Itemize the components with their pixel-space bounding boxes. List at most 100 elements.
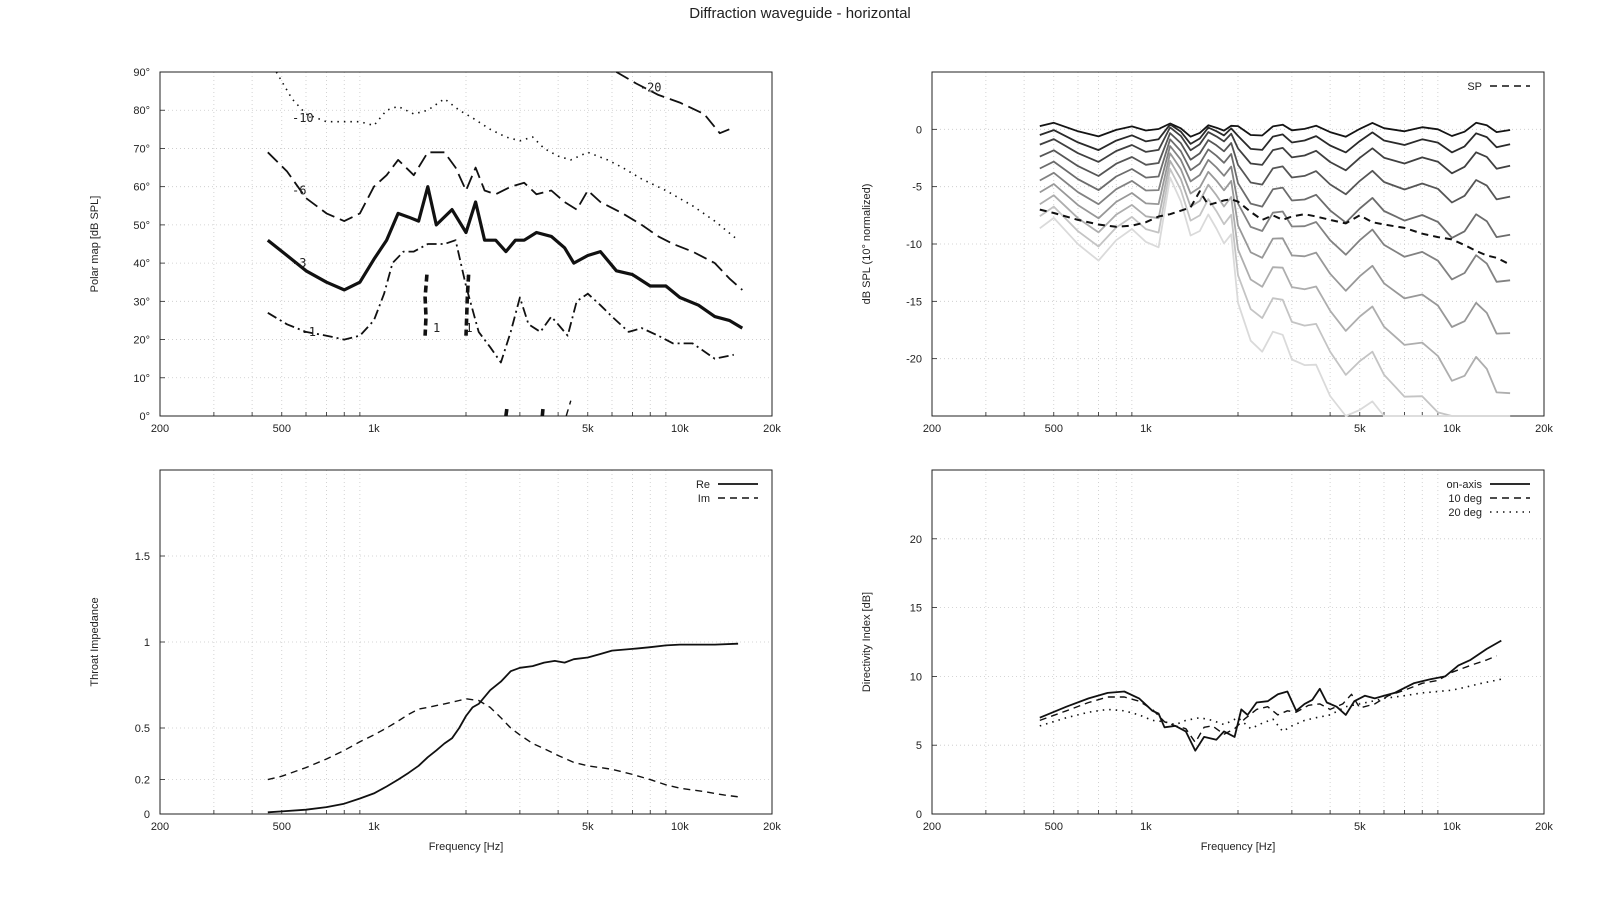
y-tick-label: -20 <box>906 354 922 366</box>
y-tick-label: -5 <box>912 182 922 194</box>
contour-line <box>423 274 429 336</box>
angle-response-line <box>1039 159 1511 395</box>
legend-label: SP <box>1467 81 1482 93</box>
normalized-response-panel: 200 500 1k 5k 10k 20k 0 -5 -10 -15 -20 dB SPL (10° … <box>861 71 1553 435</box>
y-axis-label: Directivity Index [dB] <box>861 592 873 692</box>
angle-response-line <box>1039 132 1511 204</box>
x-tick-label: 1k <box>368 821 380 833</box>
y-tick-label: 90° <box>133 67 150 79</box>
series-line-Im <box>267 698 739 798</box>
y-tick-label: 0 <box>916 124 922 136</box>
contour-line <box>267 151 743 291</box>
contour-label: -3 <box>292 256 306 270</box>
angle-response-line <box>1039 168 1511 417</box>
series-line-Re <box>267 642 739 814</box>
x-tick-label: 5k <box>1354 821 1366 833</box>
y-axis-label: Throat Impedance <box>89 597 101 686</box>
x-tick-label: 5k <box>1354 423 1366 435</box>
y-tick-label: 10 <box>910 671 922 683</box>
angle-response-line <box>1039 176 1511 417</box>
y-tick-label: -10 <box>906 239 922 251</box>
x-tick-label: 20k <box>1535 821 1553 833</box>
x-tick-label: 500 <box>1045 821 1063 833</box>
contour-label: -1 <box>301 325 315 339</box>
legend-label: on-axis <box>1447 479 1483 491</box>
throat-impedance-panel: 200 500 1k 5k 10k 20k 0 0.2 0.5 1 1.5 Throat Impeda… <box>89 469 781 853</box>
y-axis-label: Polar map [dB SPL] <box>89 196 101 293</box>
angle-response-line <box>1039 123 1511 154</box>
contour-line <box>266 185 744 330</box>
sp-line <box>1039 190 1511 266</box>
y-tick-label: 20° <box>133 335 150 347</box>
y-tick-label: 20 <box>910 534 922 546</box>
y-tick-label: 0.2 <box>135 775 150 787</box>
y-tick-label: 1.5 <box>135 551 150 563</box>
y-tick-label: 0 <box>916 809 922 821</box>
y-tick-label: 0° <box>139 411 150 423</box>
legend-label: Re <box>696 479 710 491</box>
angle-response-line <box>1039 126 1511 175</box>
contour-line <box>464 274 471 336</box>
x-tick-label: 1k <box>1140 821 1152 833</box>
x-tick-label: 200 <box>151 423 169 435</box>
x-tick-label: 1k <box>1140 423 1152 435</box>
contour-line <box>504 408 509 417</box>
y-tick-label: 70° <box>133 143 150 155</box>
y-tick-label: 30° <box>133 296 150 308</box>
x-tick-label: 10k <box>1443 821 1461 833</box>
legend-label: 20 deg <box>1448 507 1482 519</box>
contour-label: -10 <box>292 111 314 125</box>
y-tick-label: 15 <box>910 603 922 615</box>
angle-response-line <box>1039 138 1511 239</box>
y-tick-label: 0 <box>144 809 150 821</box>
y-tick-label: 40° <box>133 258 150 270</box>
angle-response-line <box>1039 121 1511 138</box>
contour-label: 1 <box>465 321 472 335</box>
y-tick-label: 5 <box>916 740 922 752</box>
contour-line <box>540 408 545 417</box>
y-tick-label: 50° <box>133 220 150 232</box>
x-tick-label: 20k <box>763 821 781 833</box>
x-tick-label: 500 <box>1045 423 1063 435</box>
x-tick-label: 20k <box>763 423 781 435</box>
y-tick-label: 60° <box>133 182 150 194</box>
series-line-20-deg <box>1039 678 1502 733</box>
contour-line <box>267 239 734 364</box>
x-tick-label: 200 <box>923 821 941 833</box>
x-tick-label: 5k <box>582 821 594 833</box>
angle-response-line <box>1039 145 1511 283</box>
legend-label: 10 deg <box>1448 493 1482 505</box>
x-axis-label: Frequency [Hz] <box>429 841 504 853</box>
y-tick-label: 0.5 <box>135 723 150 735</box>
contour-line <box>565 400 572 417</box>
x-tick-label: 1k <box>368 423 380 435</box>
series-line-on-axis <box>1039 639 1502 752</box>
figure-title: Diffraction waveguide - horizontal <box>689 5 911 22</box>
contour-line <box>615 71 730 135</box>
contour-label: -20 <box>640 80 662 94</box>
x-tick-label: 10k <box>671 423 689 435</box>
y-tick-label: -15 <box>906 296 922 308</box>
x-tick-label: 200 <box>923 423 941 435</box>
angle-response-line <box>1039 152 1511 335</box>
x-tick-label: 5k <box>582 423 594 435</box>
y-tick-label: 10° <box>133 373 150 385</box>
series-line-10-deg <box>1039 655 1497 744</box>
polar-map-panel: 200 500 1k 5k 10k 20k 0° 10° 20° 30° 40° 50° 60° 70° 8… <box>89 67 781 435</box>
x-axis-label: Frequency [Hz] <box>1201 841 1276 853</box>
y-axis-label: dB SPL (10° normalized) <box>861 184 873 305</box>
x-tick-label: 10k <box>671 821 689 833</box>
contour-label: -6 <box>292 183 306 197</box>
directivity-index-panel: 200 500 1k 5k 10k 20k 0 5 10 15 20 Directivity Inde… <box>861 469 1553 853</box>
x-tick-label: 500 <box>273 423 291 435</box>
x-tick-label: 10k <box>1443 423 1461 435</box>
x-tick-label: 20k <box>1535 423 1553 435</box>
y-tick-label: 80° <box>133 105 150 117</box>
x-tick-label: 200 <box>151 821 169 833</box>
contour-label: 1 <box>433 321 440 335</box>
x-tick-label: 500 <box>273 821 291 833</box>
y-tick-label: 1 <box>144 637 150 649</box>
legend-label: Im <box>698 493 710 505</box>
contour-line <box>275 71 739 241</box>
